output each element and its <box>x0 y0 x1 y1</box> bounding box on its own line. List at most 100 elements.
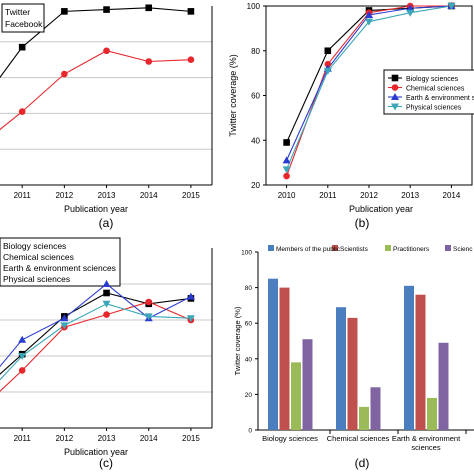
chart-3 <box>255 245 474 434</box>
data-point <box>186 292 195 300</box>
bar <box>268 278 278 430</box>
y-tick-label: 80 <box>251 47 260 56</box>
x-tick-label: 2014 <box>443 191 461 200</box>
data-point <box>18 43 26 51</box>
series-line-1 <box>0 301 192 392</box>
legend-label: Chemical sciences <box>3 252 74 262</box>
category-label: sciences <box>411 443 440 452</box>
bar <box>302 339 313 430</box>
x-tick-label: 2014 <box>140 191 158 200</box>
y-tick-label: 80 <box>245 285 253 292</box>
legend-swatch <box>268 245 274 251</box>
x-axis-title: Publication year <box>64 447 128 457</box>
legend-label: Practitioners <box>393 246 430 253</box>
legend-swatch <box>445 245 451 251</box>
chart-0 <box>0 3 213 188</box>
data-point <box>365 10 373 18</box>
legend-label: Physical sciences <box>406 105 462 112</box>
legend-label: Earth & environment sciences <box>3 263 116 273</box>
x-tick-label: 2013 <box>98 191 116 200</box>
y-axis-title: Twitter coverage (%) <box>233 306 242 375</box>
data-point <box>186 315 195 323</box>
legend-marker <box>391 103 399 111</box>
series-line-3 <box>0 303 191 381</box>
category-label: Biology sciences <box>262 434 318 443</box>
data-point <box>60 314 69 322</box>
category-label: Chemical sciences <box>327 434 390 443</box>
data-point <box>18 367 26 374</box>
data-point <box>145 298 153 306</box>
legend-swatch <box>385 245 391 251</box>
bar <box>291 362 301 430</box>
series-line-0 <box>0 7 191 79</box>
legend-box <box>0 237 121 287</box>
x-tick-label: 2014 <box>140 434 158 443</box>
data-point <box>323 67 332 75</box>
data-point <box>103 289 110 297</box>
bar <box>359 406 369 430</box>
x-axis-title: Publication year <box>64 204 128 214</box>
data-point <box>102 300 111 308</box>
data-point <box>447 3 456 10</box>
legend-label: Biology sciences <box>3 241 66 251</box>
bar <box>279 287 290 430</box>
data-point <box>283 139 290 146</box>
data-point <box>145 4 153 12</box>
legend-label: Biology sciences <box>406 76 459 83</box>
series-line-1 <box>0 50 191 131</box>
x-tick-label: 2015 <box>182 434 200 443</box>
legend-box <box>1 3 45 33</box>
legend-marker <box>391 74 399 82</box>
panel-label-b: (b) <box>355 216 370 230</box>
data-point <box>406 9 415 17</box>
panel-label-c: (c) <box>99 456 113 470</box>
x-tick-label: 2013 <box>401 191 419 200</box>
legend-label: Facebook <box>5 19 43 29</box>
series-line-2 <box>0 283 192 368</box>
x-tick-label: 2011 <box>14 434 32 443</box>
category-label: Earth & environment <box>392 434 461 443</box>
legend-marker <box>391 84 399 91</box>
data-point <box>187 8 195 15</box>
x-tick-label: 2013 <box>98 434 116 443</box>
bar <box>347 317 358 430</box>
data-point <box>144 313 153 321</box>
data-point <box>103 6 110 13</box>
data-point <box>61 70 68 78</box>
bar <box>415 294 426 430</box>
panel-label-a: (a) <box>99 216 114 230</box>
legend-label: Twitter <box>5 7 30 17</box>
x-tick-label: 2012 <box>360 191 378 200</box>
x-tick-label: 2015 <box>182 191 200 200</box>
data-point <box>18 108 26 115</box>
legend-label: Physical sciences <box>3 274 70 284</box>
y-axis-title: Twitter coverage (%) <box>228 54 238 137</box>
bar <box>336 307 346 430</box>
legend-label: Chemical sciences <box>406 86 465 93</box>
data-point <box>18 335 27 343</box>
y-tick-label: 100 <box>247 2 261 11</box>
data-point <box>103 47 110 55</box>
y-tick-label: 40 <box>251 136 260 145</box>
y-tick-label: 20 <box>251 181 260 190</box>
legend-label: Members of the public <box>276 246 341 253</box>
bar <box>438 342 449 430</box>
data-point <box>102 280 111 287</box>
x-tick-label: 2012 <box>55 191 73 200</box>
x-tick-label: 2010 <box>278 191 296 200</box>
y-tick-label: 100 <box>241 250 252 257</box>
y-tick-label: 40 <box>245 356 253 363</box>
data-point <box>283 172 290 180</box>
data-point <box>324 60 332 68</box>
data-point <box>60 322 69 330</box>
panel-label-d: (d) <box>355 456 370 470</box>
data-point <box>365 18 373 26</box>
data-point <box>61 8 68 15</box>
series-line-0 <box>0 292 191 375</box>
chart-2 <box>0 237 213 431</box>
legend-label: Scienc <box>453 246 473 253</box>
x-tick-label: 2012 <box>55 434 73 443</box>
legend-marker <box>391 93 399 100</box>
data-point <box>18 353 27 360</box>
